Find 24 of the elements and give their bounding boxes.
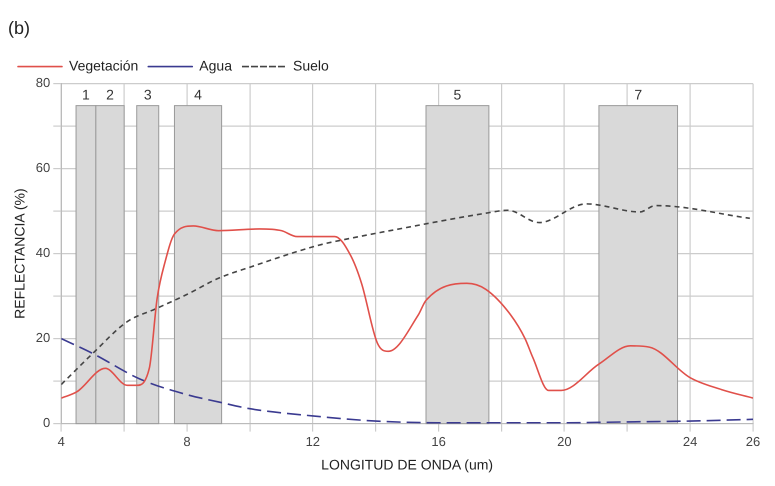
x-tick-label: 12 bbox=[306, 434, 320, 449]
band-label: 4 bbox=[194, 86, 202, 102]
legend-label: Agua bbox=[199, 57, 232, 74]
x-tick-label: 20 bbox=[557, 434, 572, 449]
y-axis-title: REFLECTANCIA (%) bbox=[11, 188, 28, 319]
y-tick-label: 20 bbox=[36, 330, 50, 346]
y-tick-label: 60 bbox=[36, 160, 50, 176]
band-label: 1 bbox=[82, 86, 90, 102]
x-axis-title: LONGITUD DE ONDA (um) bbox=[321, 456, 494, 472]
band-label: 2 bbox=[106, 86, 114, 102]
y-tick-label: 80 bbox=[36, 75, 50, 90]
band-label: 3 bbox=[144, 86, 152, 102]
band-label: 7 bbox=[634, 86, 642, 102]
y-tick-label: 0 bbox=[43, 415, 50, 430]
band-label: 5 bbox=[454, 86, 462, 102]
legend-label: Vegetación bbox=[69, 57, 138, 74]
x-tick-label: 26 bbox=[746, 434, 760, 449]
chart-title: (b) bbox=[8, 18, 30, 38]
x-tick-label: 8 bbox=[183, 434, 191, 449]
x-tick-label: 4 bbox=[58, 434, 65, 449]
x-tick-label: 24 bbox=[682, 434, 698, 449]
y-tick-label: 40 bbox=[36, 245, 50, 260]
legend-label: Suelo bbox=[292, 57, 329, 74]
x-tick-label: 16 bbox=[431, 434, 446, 449]
